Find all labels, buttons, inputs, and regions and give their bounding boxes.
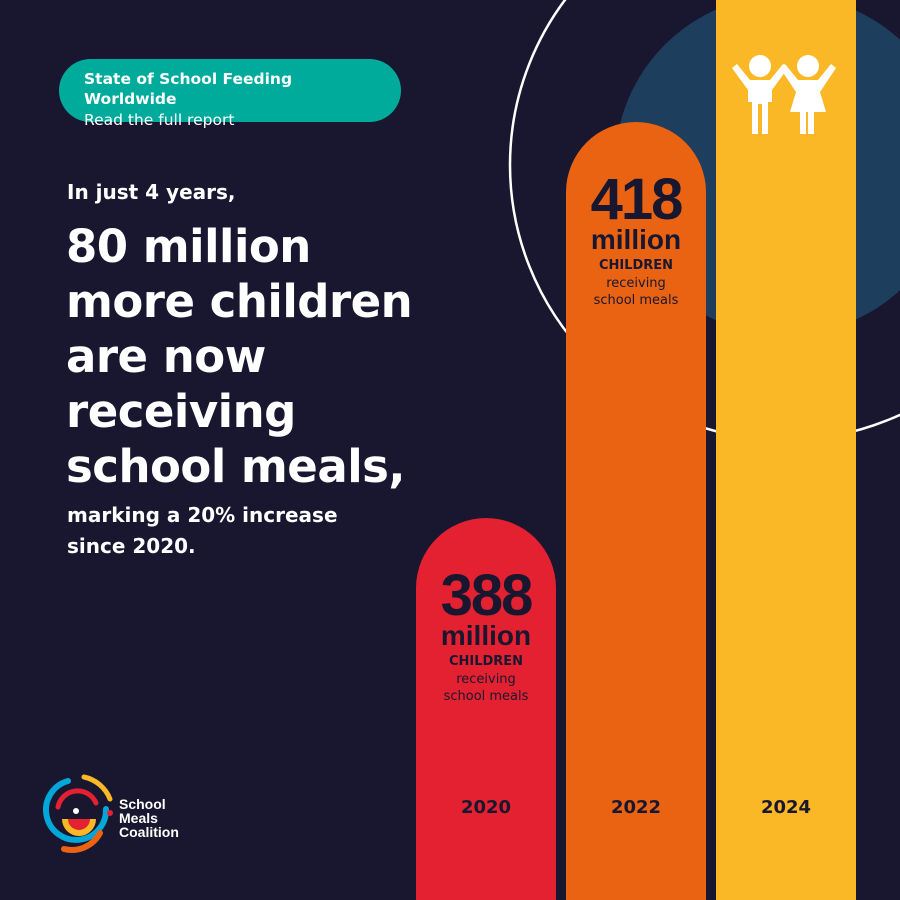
value-unit: million xyxy=(590,224,682,256)
year-label: 2020 xyxy=(460,797,512,818)
note-line: since 2020. xyxy=(67,534,196,558)
year-label: 2024 xyxy=(760,797,812,818)
year-label: 2022 xyxy=(610,797,662,818)
bar-2024: 466millionCHILDRENreceivingschool meals2… xyxy=(716,0,856,900)
report-title: State of School Feeding Worldwide xyxy=(84,70,293,108)
bar-value-label: 418 million CHILDREN receiving school meals xyxy=(566,167,706,309)
logo-line: Meals xyxy=(119,810,158,826)
value-number: 388 xyxy=(440,563,534,629)
headline-line: are now xyxy=(66,330,266,383)
headline-line: more children xyxy=(66,275,413,328)
headline-line: school meals, xyxy=(66,440,406,493)
increase-note: marking a 20% increase since 2020. xyxy=(67,500,338,562)
headline: 80 million more children are now receivi… xyxy=(66,219,466,494)
value-group: CHILDREN xyxy=(448,654,524,670)
value-description: receiving xyxy=(456,672,516,688)
report-link-button[interactable]: State of School Feeding Worldwide Read t… xyxy=(59,59,401,129)
bar-2022: 418 million CHILDREN receiving school meals 2… xyxy=(566,122,706,900)
school-meals-coalition-logo xyxy=(43,774,113,853)
report-link-text: Read the full report xyxy=(84,111,235,129)
value-number: 418 xyxy=(590,167,684,233)
value-description: school meals xyxy=(443,689,529,705)
value-unit: million xyxy=(440,620,532,652)
headline-intro: In just 4 years, xyxy=(67,180,236,204)
value-description: receiving xyxy=(606,276,666,292)
bar-value-label: 388 million CHILDREN receiving school meals xyxy=(416,563,556,705)
bar-2020: 388 million CHILDREN receiving school meals 2… xyxy=(416,518,556,900)
logo-line: Coalition xyxy=(119,824,179,840)
logo-line: School xyxy=(119,796,166,812)
value-description: school meals xyxy=(593,293,679,309)
children-icon xyxy=(732,55,836,134)
headline-line: receiving xyxy=(66,385,296,438)
logo-text: School Meals Coalition xyxy=(119,797,179,839)
note-line: marking a 20% increase xyxy=(67,503,338,527)
value-group: CHILDREN xyxy=(598,258,674,274)
headline-line: 80 million xyxy=(66,220,311,273)
